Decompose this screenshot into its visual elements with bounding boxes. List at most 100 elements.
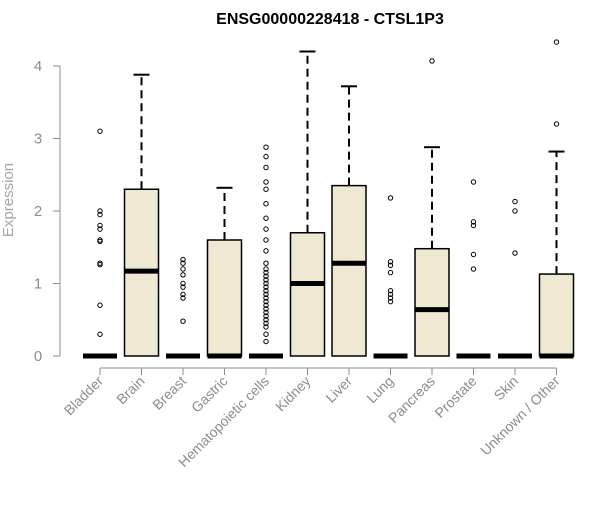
outlier-point (263, 306, 269, 312)
box-group (373, 195, 408, 359)
outlier-point (263, 298, 269, 305)
box-group (331, 85, 367, 357)
box-group (538, 39, 575, 359)
outlier-point (263, 288, 269, 294)
outlier-point (263, 144, 269, 150)
outlier-point (263, 201, 269, 207)
outlier-point (263, 324, 269, 330)
outlier-point (263, 284, 269, 290)
outlier-point (263, 215, 269, 221)
outlier-point (263, 186, 269, 192)
box-iqr (289, 232, 326, 357)
outlier-point (470, 251, 477, 258)
outlier-point (97, 226, 103, 232)
outlier-point (263, 309, 269, 316)
outlier-point (470, 219, 477, 225)
chart-title: ENSG00000228418 - CTSL1P3 (216, 11, 444, 28)
outlier-point (263, 179, 269, 185)
outlier-point (97, 128, 103, 134)
outlier-point (180, 256, 186, 263)
outlier-point (263, 302, 269, 308)
outlier-point (263, 320, 269, 327)
outlier-point (387, 259, 394, 265)
outlier-point (180, 280, 186, 287)
outlier-point (97, 261, 103, 268)
outlier-point (387, 269, 394, 276)
outlier-point (97, 222, 103, 229)
outlier-point (387, 262, 394, 269)
outlier-point (180, 260, 186, 266)
outlier-point (553, 39, 560, 45)
box-group (206, 186, 243, 359)
outlier-point (263, 153, 269, 160)
outlier-point (263, 164, 269, 171)
outlier-point (470, 222, 477, 229)
outlier-point (263, 226, 269, 232)
x-tick-label: Lung (363, 373, 396, 406)
outlier-point (263, 266, 269, 272)
box-group (83, 128, 117, 359)
box-series (83, 39, 575, 359)
box-group (166, 256, 200, 359)
outlier-point (263, 313, 269, 319)
y-tick-label: 3 (34, 131, 42, 148)
outlier-point (180, 295, 186, 301)
y-tick-label: 0 (34, 348, 42, 365)
outlier-point (512, 198, 518, 205)
outlier-point (263, 273, 269, 279)
outlier-point (553, 121, 560, 127)
outlier-point (180, 284, 186, 290)
box-group (123, 73, 160, 357)
outlier-point (97, 331, 103, 337)
box-iqr (538, 273, 575, 357)
outlier-point (512, 208, 518, 214)
outlier-point (387, 298, 394, 305)
box-iqr (206, 239, 243, 357)
box-iqr (414, 247, 450, 357)
outlier-point (470, 266, 477, 272)
outlier-point (263, 237, 269, 243)
outlier-point (180, 291, 186, 298)
x-tick-label: Brain (113, 373, 147, 407)
x-tick-label: Kidney (272, 373, 314, 415)
outlier-point (263, 248, 269, 254)
x-tick-label: Breast (149, 373, 189, 413)
x-tick-label: Bladder (61, 373, 107, 419)
y-tick-label: 4 (34, 58, 42, 75)
outlier-point (263, 331, 269, 337)
outlier-point (470, 179, 477, 185)
box-group (289, 50, 326, 357)
x-tick-label: Liver (322, 373, 355, 406)
outlier-point (180, 272, 186, 278)
outlier-point (429, 58, 435, 64)
x-tick-label: Prostate (431, 373, 479, 421)
outlier-point (263, 291, 269, 298)
box-group (414, 58, 450, 357)
outlier-point (387, 288, 394, 294)
outlier-point (263, 260, 269, 266)
outlier-point (180, 318, 186, 324)
outlier-point (263, 277, 269, 283)
outlier-point (263, 338, 269, 345)
outlier-point (263, 295, 269, 301)
outlier-point (263, 317, 269, 323)
outlier-point (97, 211, 103, 218)
x-tick-label: Skin (491, 373, 522, 404)
box-group (498, 198, 532, 359)
outlier-point (512, 250, 518, 256)
x-tick-label: Unknown / Other (477, 373, 563, 459)
box-group (456, 179, 491, 359)
y-tick-label: 2 (34, 203, 42, 220)
outlier-point (387, 291, 394, 298)
outlier-point (180, 266, 186, 272)
box-group (249, 144, 283, 359)
y-axis: 0 1 2 3 4 (34, 58, 61, 365)
outlier-point (263, 280, 269, 287)
box-iqr (331, 184, 367, 357)
y-tick-label: 1 (34, 276, 42, 293)
outlier-point (97, 302, 103, 308)
outlier-point (97, 208, 103, 214)
